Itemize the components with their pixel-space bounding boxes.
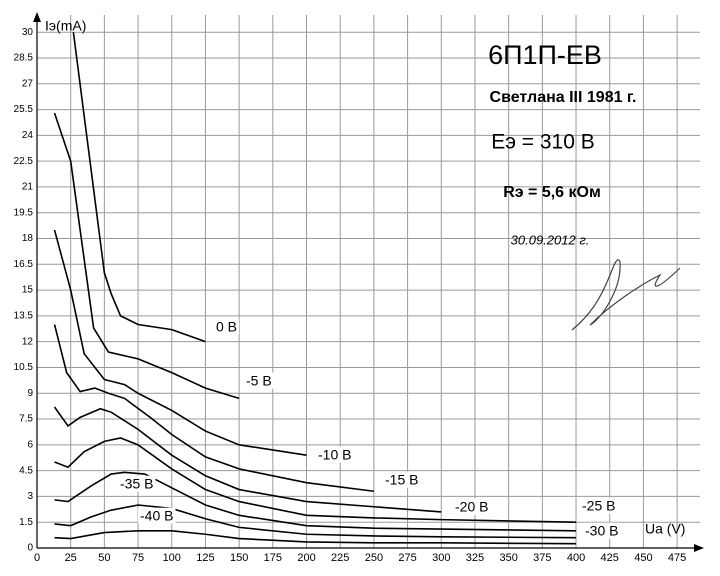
y-tick-label: 7.5 [19,414,33,425]
series-label: -25 В [582,498,615,514]
series-label: -15 В [385,472,418,488]
label-background [138,507,176,524]
annotation: 30.09.2012 г. [511,232,590,247]
y-tick-label: 1.5 [19,517,33,528]
x-tick-label: 375 [533,552,551,564]
label-background [214,318,240,335]
label-background [316,446,354,463]
series-label: -35 В [120,476,153,492]
x-tick-label: 425 [601,552,619,564]
x-tick-label: 250 [365,552,383,564]
series-label: -40 В [140,508,173,524]
y-tick-label: 4.5 [19,465,33,476]
y-tick-label: 22.5 [14,156,34,167]
x-tick-label: 100 [163,552,181,564]
y-tick-label: 24 [22,130,34,141]
y-tick-label: 27 [22,78,34,89]
x-tick-label: 325 [466,552,484,564]
x-tick-label: 275 [398,552,416,564]
y-tick-label: 21 [22,182,34,193]
x-tick-label: 300 [432,552,450,564]
signature [571,259,681,331]
curve [54,437,577,524]
label-background [244,372,274,389]
x-tick-label: 25 [65,552,77,564]
y-tick-label: 9 [27,388,33,399]
x-tick-label: 200 [297,552,315,564]
y-tick-label: 15 [22,285,34,296]
y-tick-label: 6 [27,439,33,450]
x-axis-label: Ua (V) [645,521,685,537]
series-label: -20 В [455,499,488,515]
x-tick-label: 125 [196,552,214,564]
curve [53,229,307,456]
x-tick-label: 150 [230,552,248,564]
x-tick-label: 75 [132,552,144,564]
y-axis-label: Iэ(mA) [45,18,86,34]
y-tick-label: 3 [27,491,33,502]
x-tick-label: 450 [634,552,652,564]
x-tick-label: 475 [668,552,686,564]
y-tick-label: 10.5 [14,362,34,373]
series-label: -10 В [318,447,351,463]
y-tick-label: 12 [22,336,34,347]
x-tick-label: 0 [34,552,40,564]
label-background [583,522,621,539]
y-tick-label: 0 [27,543,33,554]
y-tick-label: 13.5 [14,311,34,322]
y-tick-label: 18 [22,233,34,244]
x-tick-label: 225 [331,552,349,564]
x-tick-label: 400 [567,552,585,564]
series-label: -5 В [246,373,272,389]
x-tick-label: 50 [98,552,110,564]
x-arrow [694,544,704,552]
series-label: -30 В [585,523,618,539]
y-tick-label: 28.5 [14,53,34,64]
curve [54,471,577,532]
curve [54,504,577,539]
label-background [118,475,156,492]
curve [53,406,442,513]
annotation: Eэ = 310 В [491,131,595,154]
curve [53,112,240,400]
y-tick-label: 30 [22,27,34,38]
grid [36,15,700,549]
curves [53,32,577,545]
y-arrow [33,12,41,22]
series-label: 0 В [216,319,237,335]
curve [72,32,206,343]
y-tick-label: 25.5 [14,104,34,115]
annotation: Rэ = 5,6 кОм [503,184,601,201]
label-background [383,471,421,488]
subtitle: Светлана III 1981 г. [490,89,637,106]
curve [54,530,577,545]
curve [53,324,374,493]
label-background [453,498,491,515]
y-tick-label: 16.5 [14,259,34,270]
chart-title: 6П1П-ЕВ [488,40,602,70]
y-tick-label: 19.5 [14,207,34,218]
label-background [580,497,618,514]
x-tick-label: 175 [264,552,282,564]
x-tick-label: 350 [499,552,517,564]
